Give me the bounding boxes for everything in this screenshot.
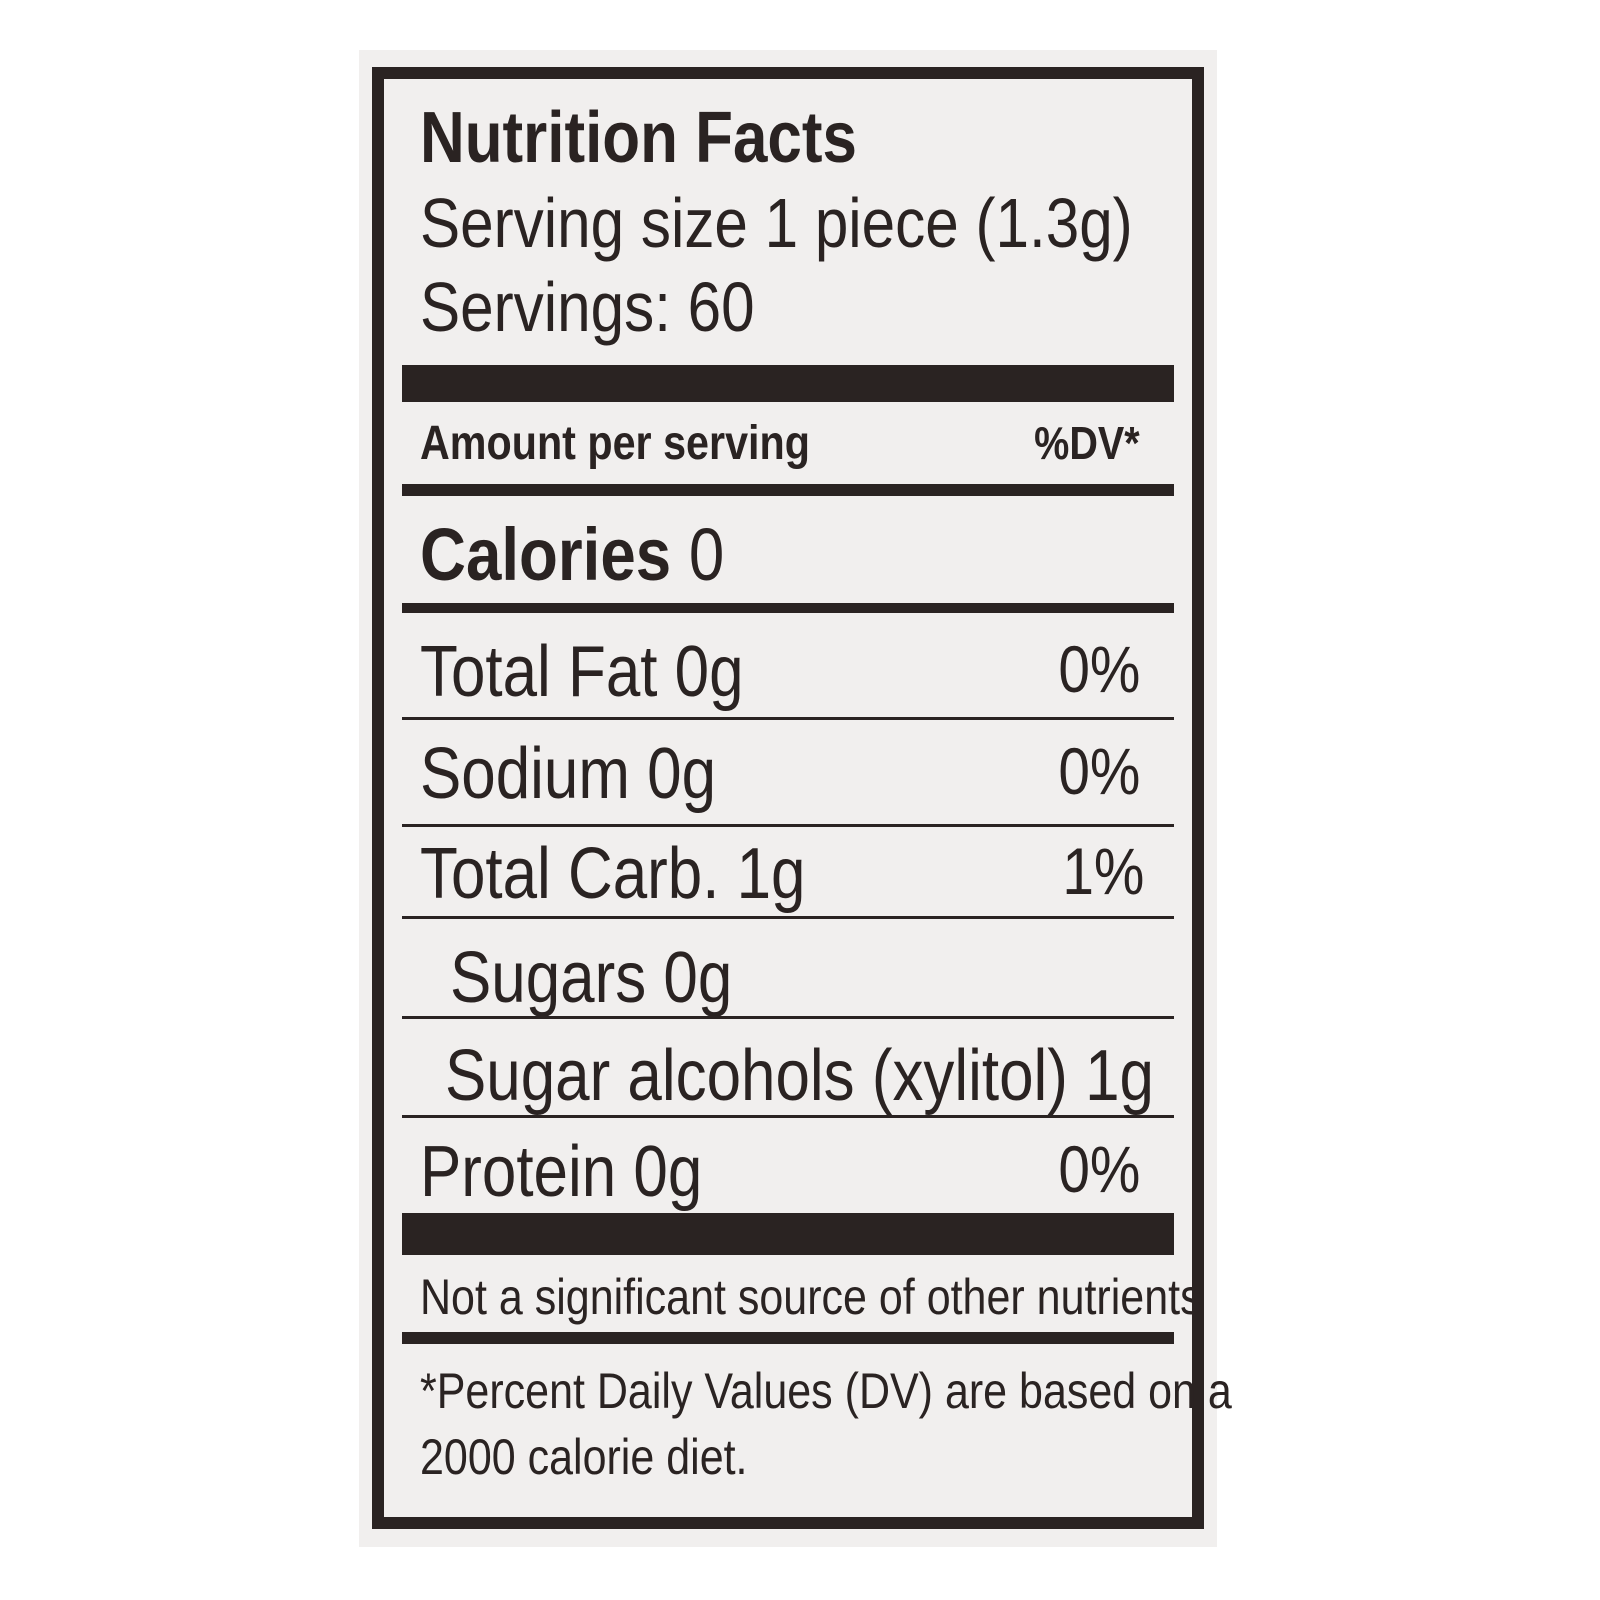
footnote-line-1: *Percent Daily Values (DV) are based on …	[420, 1363, 1232, 1419]
footnote-line-2: 2000 calorie diet.	[420, 1429, 748, 1485]
nutrient-dv-sodium: 0%	[1057, 734, 1140, 808]
calories-value: 0	[688, 513, 725, 596]
label-background	[359, 50, 1217, 1547]
row-divider	[402, 1115, 1174, 1118]
nutrient-dv-total-carb: 1%	[1061, 834, 1144, 908]
nutrient-dv-total-fat: 0%	[1057, 632, 1140, 706]
nutrient-name-protein: Protein 0g	[420, 1132, 703, 1212]
row-divider	[402, 916, 1174, 919]
servings-count: Servings: 60	[420, 268, 755, 346]
nutrient-name-total-fat: Total Fat 0g	[420, 632, 744, 712]
divider-thick	[402, 365, 1174, 402]
nutrient-name-total-carb: Total Carb. 1g	[420, 834, 806, 914]
nutrient-name-sodium: Sodium 0g	[420, 734, 717, 814]
label-title: Nutrition Facts	[420, 98, 857, 178]
divider	[402, 603, 1174, 613]
calories-label: Calories	[420, 513, 672, 596]
divider	[402, 484, 1174, 496]
serving-size: Serving size 1 piece (1.3g)	[420, 184, 1133, 262]
label-border	[372, 67, 1204, 1529]
row-divider	[402, 824, 1174, 827]
divider-thick	[402, 1213, 1174, 1255]
amount-per-serving-header: Amount per serving	[420, 417, 810, 470]
nutrient-name-sugars: Sugars 0g	[450, 938, 733, 1018]
calories-row: Calories 0	[420, 518, 724, 592]
nutrient-name-sugar-alcohols: Sugar alcohols (xylitol) 1g	[445, 1036, 1154, 1116]
not-significant-note: Not a significant source of other nutrie…	[420, 1269, 1202, 1325]
divider	[402, 1332, 1174, 1344]
nutrient-dv-protein: 0%	[1057, 1132, 1140, 1206]
dv-header: %DV*	[1034, 417, 1140, 469]
row-divider	[402, 1016, 1174, 1019]
row-divider	[402, 717, 1174, 720]
